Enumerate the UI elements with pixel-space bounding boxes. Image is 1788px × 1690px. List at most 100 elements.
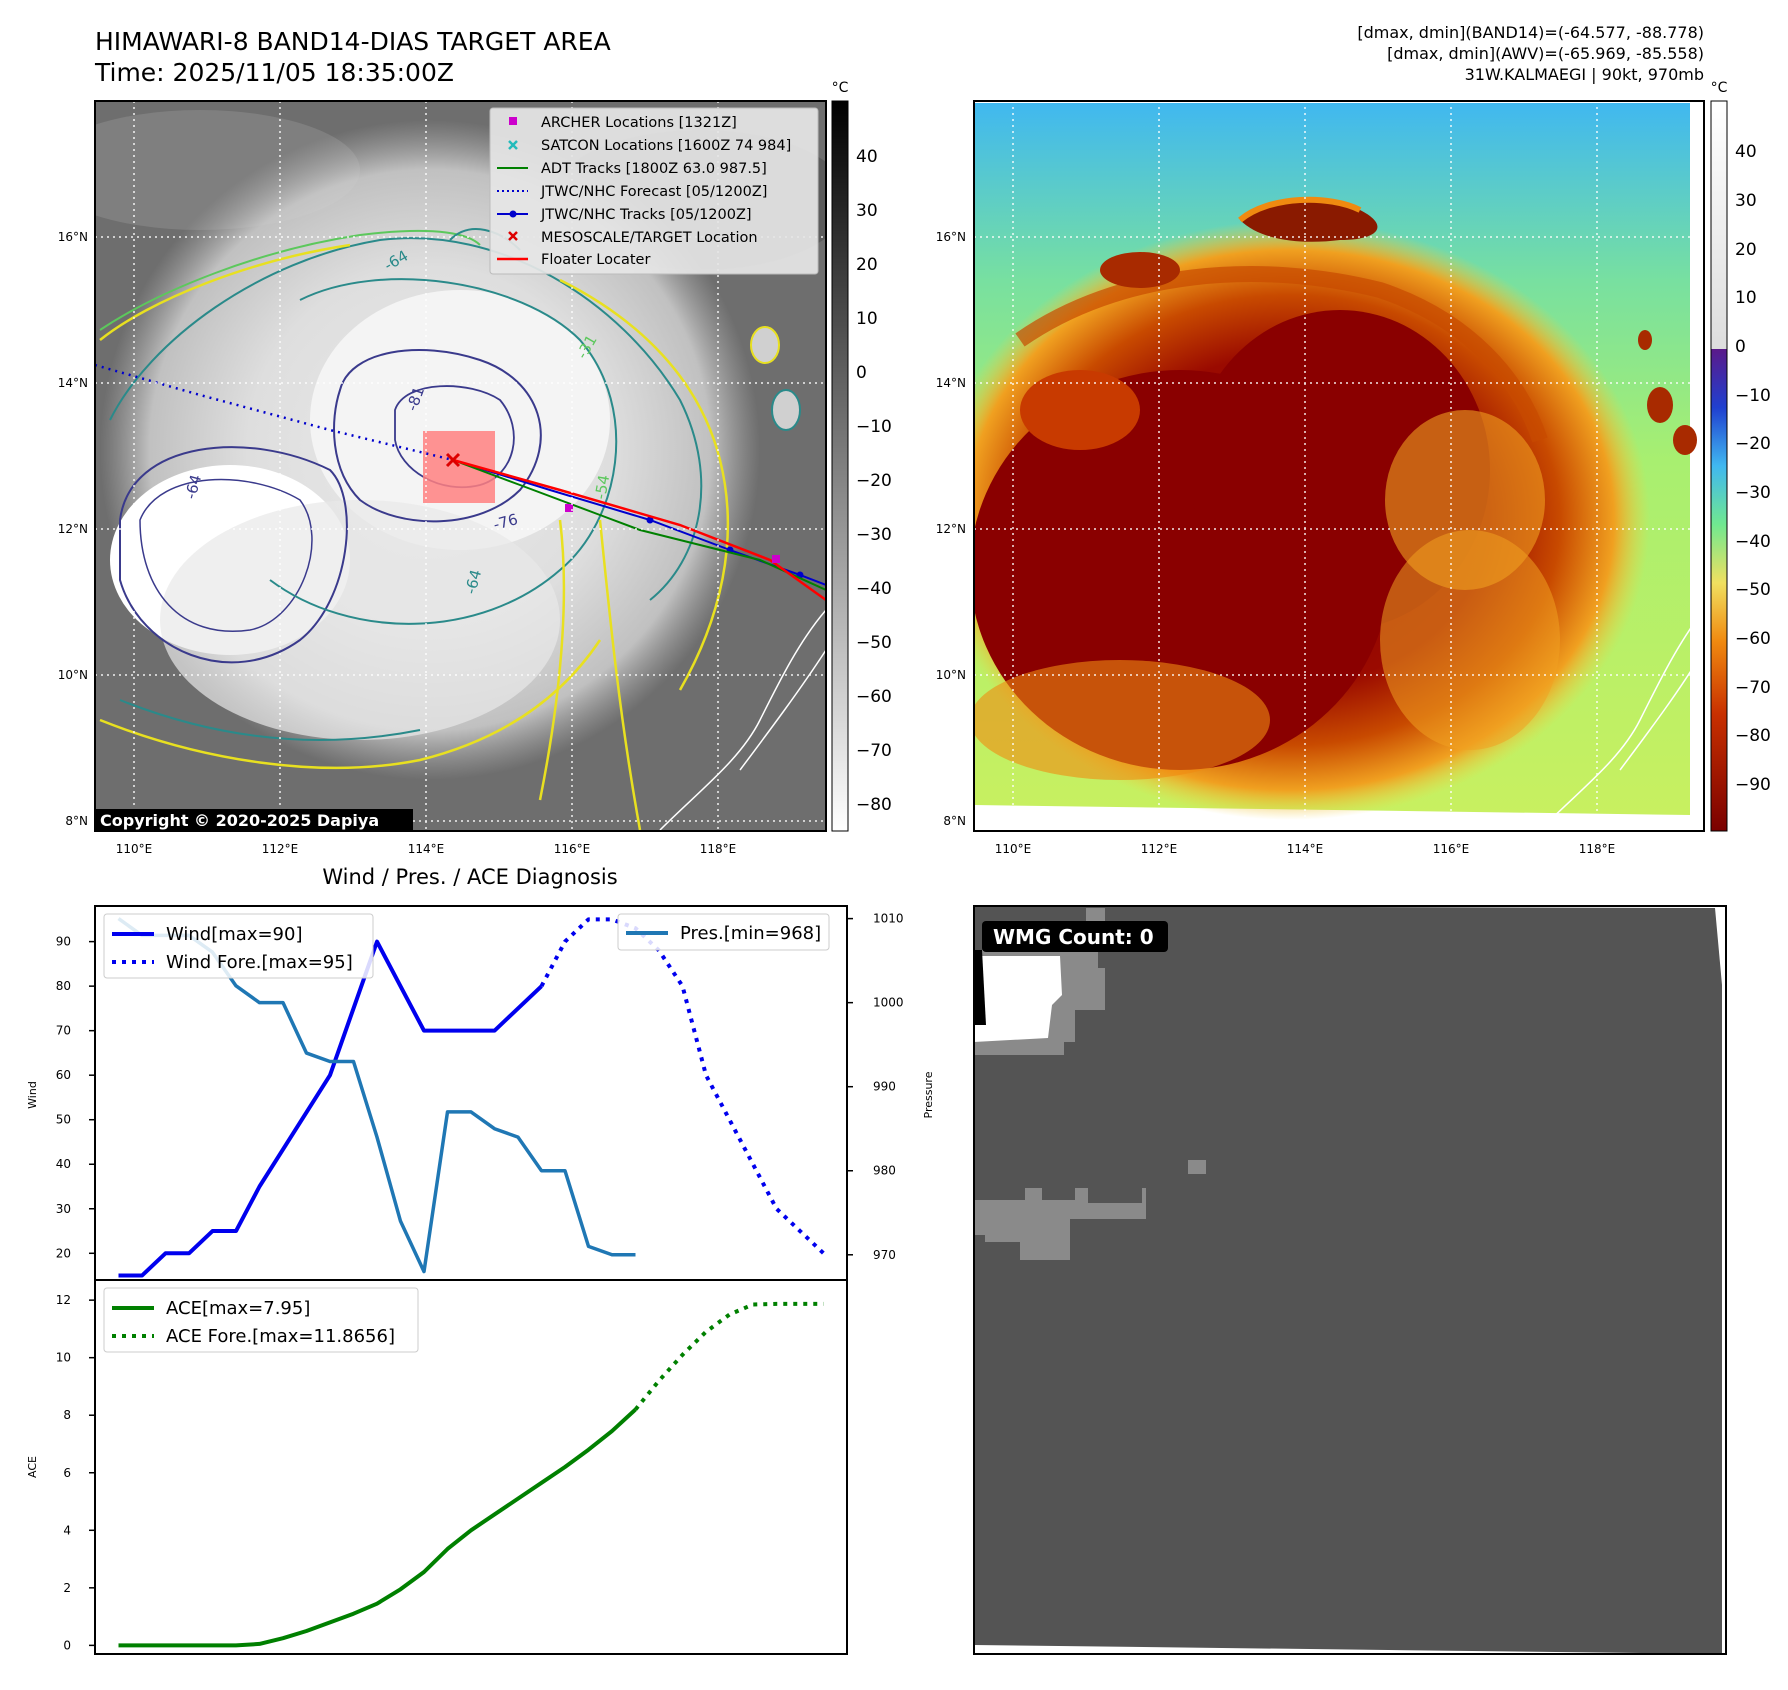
svg-text:−10: −10 — [1735, 386, 1771, 406]
svg-text:40: 40 — [856, 147, 878, 167]
ace-legend: ACE[max=7.95] ACE Fore.[max=11.8656] — [103, 1287, 419, 1353]
jtwc-track — [452, 459, 826, 586]
svg-text:12°N: 12°N — [936, 522, 966, 536]
target-location-marker — [445, 452, 461, 468]
pressure-legend: Pres.[min=968] — [617, 913, 830, 951]
svg-text:−40: −40 — [1735, 532, 1771, 552]
svg-text:16°N: 16°N — [58, 230, 88, 244]
svg-text:20: 20 — [856, 255, 878, 275]
svg-text:16°N: 16°N — [936, 230, 966, 244]
info-storm: 31W.KALMAEGI | 90kt, 970mb — [1465, 65, 1704, 84]
legend-wind: Wind[max=90] — [166, 924, 303, 945]
svg-text:118°E: 118°E — [1579, 842, 1616, 856]
ace-tick-label: 12 — [56, 1293, 71, 1307]
svg-text:10°N: 10°N — [936, 668, 966, 682]
legend-jtwc-tracks: JTWC/NHC Tracks [05/1200Z] — [540, 207, 752, 223]
svg-text:−60: −60 — [856, 687, 892, 707]
legend-adt: ADT Tracks [1800Z 63.0 987.5] — [541, 161, 767, 177]
svg-text:110°E: 110°E — [995, 842, 1032, 856]
ace-plot: 0 2 4 6 8 10 12 — [56, 1293, 824, 1652]
contour-label: -76 — [491, 510, 519, 534]
ace-tick-label: 0 — [63, 1638, 71, 1652]
ace-line — [118, 1407, 637, 1648]
ir-lon-ticks: 110°E 112°E 114°E 116°E 118°E — [116, 842, 737, 856]
pressure-tick-label: 1010 — [873, 912, 904, 926]
svg-text:114°E: 114°E — [408, 842, 445, 856]
svg-text:112°E: 112°E — [1141, 842, 1178, 856]
wind-tick-label: 80 — [56, 979, 71, 993]
wind-tick-label: 60 — [56, 1068, 71, 1082]
figure-time: Time: 2025/11/05 18:35:00Z — [94, 58, 454, 87]
svg-text:−70: −70 — [856, 741, 892, 761]
ir-colorbar — [831, 100, 849, 832]
svg-text:8°N: 8°N — [65, 814, 88, 828]
ir-colorbar-ticks: 40 30 20 10 0 −10 −20 −30 −40 −50 −60 −7… — [856, 147, 892, 815]
floater-track — [452, 458, 826, 602]
info-awv: [dmax, dmin](AWV)=(-65.969, -85.558) — [1387, 44, 1704, 63]
pressure-tick-label: 970 — [873, 1248, 896, 1262]
map-legend: ARCHER Locations [1321Z] SATCON Location… — [489, 107, 819, 275]
wind-tick-label: 30 — [56, 1202, 71, 1216]
svg-text:−30: −30 — [1735, 483, 1771, 503]
legend-target: MESOSCALE/TARGET Location — [541, 230, 758, 246]
wmg-mask-panel: WMG Count: 0 — [973, 905, 1727, 1655]
wind-tick-label: 90 — [56, 935, 71, 949]
color-enhanced-map — [974, 101, 1704, 831]
svg-text:−10: −10 — [856, 417, 892, 437]
svg-text:114°E: 114°E — [1287, 842, 1324, 856]
legend-satcon: SATCON Locations [1600Z 74 984] — [541, 138, 791, 154]
svg-text:−40: −40 — [856, 579, 892, 599]
svg-text:−20: −20 — [1735, 434, 1771, 454]
svg-text:−20: −20 — [856, 471, 892, 491]
contour-label: -64 — [461, 568, 485, 596]
ir-colorbar-unit: °C — [832, 80, 849, 96]
svg-text:116°E: 116°E — [1433, 842, 1470, 856]
archer-location — [772, 555, 780, 563]
legend-jtwc-forecast: JTWC/NHC Forecast [05/1200Z] — [540, 184, 767, 200]
wmg-count-label: WMG Count: 0 — [993, 925, 1154, 949]
target-box — [423, 431, 495, 503]
svg-text:30: 30 — [1735, 191, 1757, 211]
svg-text:−80: −80 — [856, 795, 892, 815]
pressure-axis-label: Pressure — [922, 1071, 935, 1118]
wind-forecast-line — [539, 917, 825, 1255]
info-band14: [dmax, dmin](BAND14)=(-64.577, -88.778) — [1357, 23, 1704, 42]
wind-tick-label: 70 — [56, 1024, 71, 1038]
copyright: Copyright © 2020-2025 Dapiya — [100, 811, 379, 830]
color-colorbar — [1710, 100, 1728, 832]
wind-axis-label: Wind — [26, 1081, 39, 1109]
color-lon-ticks: 110°E 112°E 114°E 116°E 118°E — [995, 842, 1616, 856]
wind-line — [118, 939, 543, 1278]
svg-text:−60: −60 — [1735, 629, 1771, 649]
wind-tick-label: 50 — [56, 1113, 71, 1127]
svg-text:−30: −30 — [856, 525, 892, 545]
wind-legend: Wind[max=90] Wind Fore.[max=95] — [103, 913, 374, 979]
svg-text:30: 30 — [856, 201, 878, 221]
svg-text:−50: −50 — [856, 633, 892, 653]
contour-label: -54 — [591, 473, 613, 500]
wind-tick-label: 40 — [56, 1157, 71, 1171]
ir-lat-ticks: 16°N 14°N 12°N 10°N 8°N — [58, 230, 88, 828]
svg-text:116°E: 116°E — [554, 842, 591, 856]
svg-text:14°N: 14°N — [58, 376, 88, 390]
svg-text:12°N: 12°N — [58, 522, 88, 536]
svg-text:10: 10 — [1735, 288, 1757, 308]
legend-ace: ACE[max=7.95] — [166, 1298, 310, 1319]
svg-text:8°N: 8°N — [943, 814, 966, 828]
svg-text:−70: −70 — [1735, 678, 1771, 698]
contour-label: -64 — [181, 473, 205, 501]
ace-tick-label: 4 — [63, 1523, 71, 1537]
archer-location — [565, 504, 573, 512]
pressure-tick-label: 980 — [873, 1164, 896, 1178]
svg-text:40: 40 — [1735, 142, 1757, 162]
svg-text:−90: −90 — [1735, 775, 1771, 795]
ace-tick-label: 6 — [63, 1466, 71, 1480]
svg-text:118°E: 118°E — [700, 842, 737, 856]
adt-track — [452, 459, 826, 591]
svg-text:20: 20 — [1735, 240, 1757, 260]
jtwc-forecast-track — [95, 363, 454, 462]
ace-tick-label: 8 — [63, 1408, 71, 1422]
svg-text:110°E: 110°E — [116, 842, 153, 856]
svg-text:−50: −50 — [1735, 580, 1771, 600]
svg-text:−80: −80 — [1735, 726, 1771, 746]
